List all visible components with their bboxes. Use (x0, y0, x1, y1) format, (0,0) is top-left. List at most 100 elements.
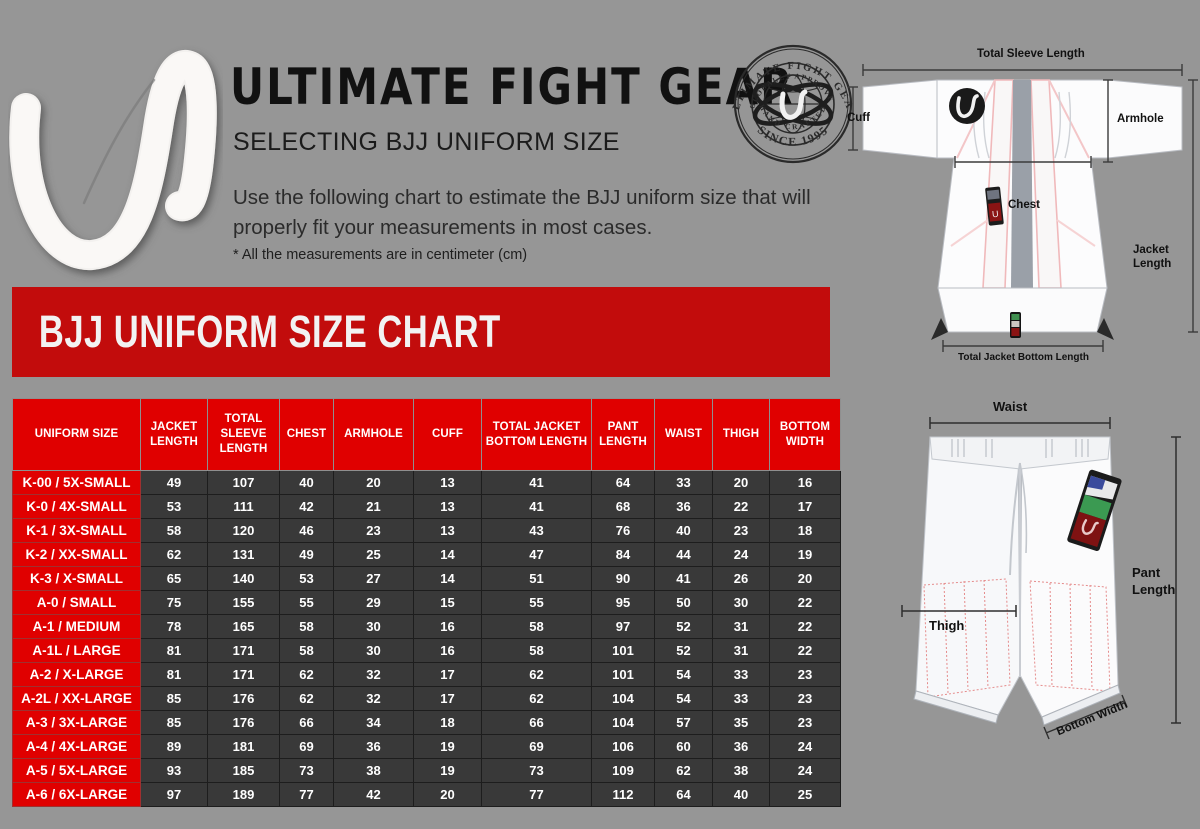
measurement-cell: 20 (333, 470, 414, 495)
column-header-9: THIGH (712, 398, 770, 471)
measurement-cell: 36 (712, 734, 770, 759)
column-header-6: TOTAL JACKET BOTTOM LENGTH (481, 398, 592, 471)
uniform-size-cell: K-0 / 4X-SMALL (12, 494, 141, 519)
measurement-cell: 52 (654, 614, 713, 639)
table-row: K-3 / X-SMALL 65 140 53 27 14 51 90 41 26 20 (12, 566, 841, 591)
measurement-cell: 19 (769, 542, 841, 567)
measurement-cell: 40 (712, 782, 770, 807)
measurement-cell: 33 (654, 470, 713, 495)
measurement-cell: 73 (279, 758, 334, 783)
measurement-cell: 49 (140, 470, 208, 495)
measurement-cell: 17 (413, 662, 482, 687)
measurement-cell: 25 (333, 542, 414, 567)
measurement-cell: 85 (140, 686, 208, 711)
measurement-cell: 22 (769, 590, 841, 615)
measurement-cell: 47 (481, 542, 592, 567)
uniform-size-cell: K-00 / 5X-SMALL (12, 470, 141, 495)
measurement-cell: 23 (712, 518, 770, 543)
table-row: A-1 / MEDIUM 78 165 58 30 16 58 97 52 31 22 (12, 614, 841, 639)
column-header-10: BOTTOM WIDTH (769, 398, 841, 471)
table-row: K-0 / 4X-SMALL 53 111 42 21 13 41 68 36 22 17 (12, 494, 841, 519)
measurement-cell: 41 (481, 494, 592, 519)
column-header-1: JACKET LENGTH (140, 398, 208, 471)
measurement-cell: 30 (333, 614, 414, 639)
measurement-cell: 50 (654, 590, 713, 615)
measurement-cell: 62 (140, 542, 208, 567)
column-header-3: CHEST (279, 398, 334, 471)
measurement-cell: 106 (591, 734, 655, 759)
measurement-cell: 155 (207, 590, 280, 615)
measurement-cell: 18 (413, 710, 482, 735)
measurement-cell: 23 (769, 662, 841, 687)
label-jacket-length: Jacket Length (1133, 244, 1172, 271)
table-row: K-1 / 3X-SMALL 58 120 46 23 13 43 76 40 23 18 (12, 518, 841, 543)
measurement-cell: 24 (712, 542, 770, 567)
svg-text:U: U (992, 209, 1000, 220)
measurement-cell: 171 (207, 638, 280, 663)
measurement-cell: 40 (279, 470, 334, 495)
measurement-cell: 78 (140, 614, 208, 639)
measurement-cell: 55 (279, 590, 334, 615)
column-header-2: TOTAL SLEEVE LENGTH (207, 398, 280, 471)
uniform-size-cell: A-0 / SMALL (12, 590, 141, 615)
measurement-cell: 13 (413, 470, 482, 495)
measurement-cell: 171 (207, 662, 280, 687)
measurement-cell: 65 (140, 566, 208, 591)
measurement-cell: 13 (413, 518, 482, 543)
bjj-pants-diagram: Waist Thigh Pant Length Bottom Width (880, 385, 1200, 829)
measurement-cell: 25 (769, 782, 841, 807)
measurement-cell: 55 (481, 590, 592, 615)
measurement-cell: 62 (654, 758, 713, 783)
measurement-cell: 52 (654, 638, 713, 663)
table-row: A-5 / 5X-LARGE 93 185 73 38 19 73 109 62 38 24 (12, 758, 841, 783)
measurement-cell: 58 (140, 518, 208, 543)
measurement-cell: 58 (279, 614, 334, 639)
table-body: K-00 / 5X-SMALL 49 107 40 20 13 41 64 33 20 16 K-0 … (12, 470, 841, 807)
table-row: A-2L / XX-LARGE 85 176 62 32 17 62 104 54 33 23 (12, 686, 841, 711)
label-total-jacket-bottom-length: Total Jacket Bottom Length (958, 352, 1089, 363)
measurement-cell: 23 (333, 518, 414, 543)
label-total-sleeve-length: Total Sleeve Length (977, 48, 1085, 60)
measurement-cell: 176 (207, 686, 280, 711)
measurement-cell: 69 (481, 734, 592, 759)
measurement-cell: 69 (279, 734, 334, 759)
page-subtitle: SELECTING BJJ UNIFORM SIZE (233, 128, 620, 156)
measurement-cell: 35 (712, 710, 770, 735)
uniform-size-cell: A-4 / 4X-LARGE (12, 734, 141, 759)
measurement-cell: 32 (333, 686, 414, 711)
measurement-cell: 41 (654, 566, 713, 591)
measurement-cell: 24 (769, 758, 841, 783)
size-chart-table: UNIFORM SIZE JACKET LENGTH TOTAL SLEEVE LE… (12, 398, 841, 807)
measurement-cell: 49 (279, 542, 334, 567)
measurement-cell: 58 (279, 638, 334, 663)
measurement-cell: 38 (712, 758, 770, 783)
measurement-cell: 24 (769, 734, 841, 759)
measurement-cell: 16 (769, 470, 841, 495)
measurement-cell: 54 (654, 662, 713, 687)
measurement-cell: 22 (769, 638, 841, 663)
uniform-size-cell: A-2 / X-LARGE (12, 662, 141, 687)
measurement-cell: 81 (140, 662, 208, 687)
measurement-cell: 112 (591, 782, 655, 807)
measurement-cell: 89 (140, 734, 208, 759)
measurement-cell: 68 (591, 494, 655, 519)
measurement-cell: 22 (769, 614, 841, 639)
banner-title: BJJ UNIFORM SIZE CHART (38, 305, 501, 357)
globe-seal-icon: ULTIMATE FIGHT GEAR GLOBALLY APPROVED HA… (722, 22, 859, 170)
label-waist: Waist (993, 399, 1028, 414)
measurement-cell: 16 (413, 638, 482, 663)
measurement-cell: 62 (279, 662, 334, 687)
measurement-cell: 58 (481, 614, 592, 639)
measurement-cell: 97 (140, 782, 208, 807)
measurement-cell: 189 (207, 782, 280, 807)
measurement-cell: 46 (279, 518, 334, 543)
measurement-cell: 43 (481, 518, 592, 543)
measurement-cell: 14 (413, 566, 482, 591)
brand-name: ULTIMATE FIGHT GEAR (230, 58, 795, 116)
table-row: A-6 / 6X-LARGE 97 189 77 42 20 77 112 64 40 25 (12, 782, 841, 807)
measurement-cell: 53 (140, 494, 208, 519)
column-header-4: ARMHOLE (333, 398, 414, 471)
measurement-cell: 77 (279, 782, 334, 807)
uniform-size-cell: A-1 / MEDIUM (12, 614, 141, 639)
